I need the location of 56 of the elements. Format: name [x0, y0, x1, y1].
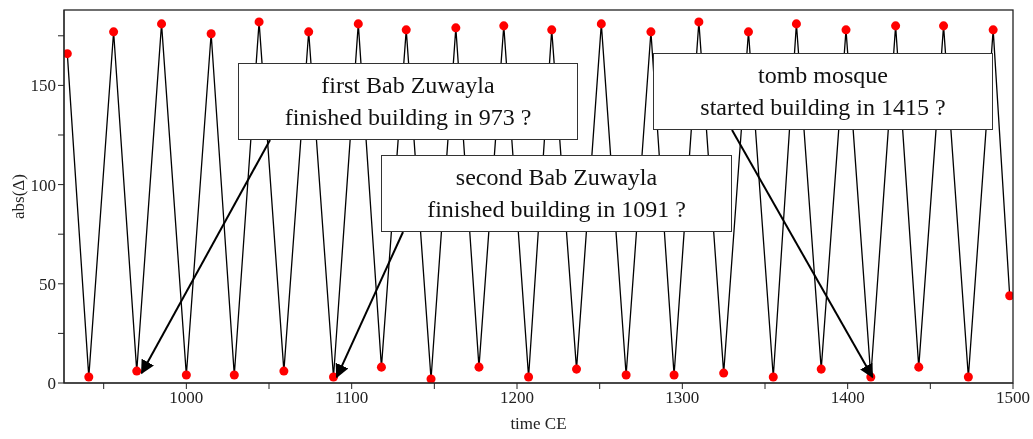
point — [279, 366, 289, 376]
y-axis-title: abs(Δ) — [9, 174, 28, 219]
point — [914, 362, 924, 372]
x-tick-label: 1400 — [830, 388, 865, 408]
annotation: second Bab Zuwayla finished building in 1091 ? — [426, 163, 687, 224]
x-tick-label: 1000 — [169, 388, 204, 408]
y-tick-label: 0 — [47, 374, 56, 394]
point — [304, 27, 314, 37]
point — [451, 23, 461, 33]
point — [646, 27, 656, 37]
point — [84, 372, 94, 382]
point — [596, 19, 606, 29]
point — [206, 29, 216, 39]
point — [841, 25, 851, 35]
callout-box: second Bab Zuwayla finished building in 1091 ? — [381, 155, 732, 232]
point — [891, 21, 901, 31]
point — [743, 27, 753, 37]
x-tick-label: 1100 — [334, 388, 369, 408]
callout-box: first Bab Zuwayla finished building in 973 ? — [238, 63, 578, 140]
point — [621, 370, 631, 380]
point — [426, 374, 436, 383]
y-tick-label: 100 — [30, 175, 56, 195]
x-tick-label: 1200 — [500, 388, 535, 408]
point — [254, 17, 264, 27]
y-tick-label: 50 — [39, 274, 56, 294]
point — [474, 362, 484, 372]
callout-box: tomb mosque started building in 1415 ? — [653, 53, 993, 130]
point — [988, 25, 998, 35]
point — [157, 19, 167, 29]
point — [401, 25, 411, 35]
annotation: first Bab Zuwayla finished building in 973 ? — [283, 71, 533, 132]
point — [547, 25, 557, 35]
point — [768, 372, 778, 382]
point — [376, 362, 386, 372]
point — [181, 370, 191, 380]
x-tick-label: 1300 — [665, 388, 700, 408]
point — [1005, 291, 1013, 301]
point — [64, 49, 72, 59]
point — [719, 368, 729, 378]
point — [963, 372, 973, 382]
point — [132, 366, 142, 376]
point — [572, 364, 582, 374]
point — [229, 370, 239, 380]
x-tick-label: 1500 — [996, 388, 1030, 408]
annotation: tomb mosque started building in 1415 ? — [699, 61, 947, 122]
point — [109, 27, 119, 37]
point — [694, 17, 704, 27]
point — [791, 19, 801, 29]
point — [816, 364, 826, 374]
point — [353, 19, 363, 29]
point — [524, 372, 534, 382]
point — [669, 370, 679, 380]
point — [499, 21, 509, 31]
point — [939, 21, 949, 31]
y-tick-label: 150 — [30, 76, 56, 96]
x-axis-title: time CE — [510, 414, 567, 433]
